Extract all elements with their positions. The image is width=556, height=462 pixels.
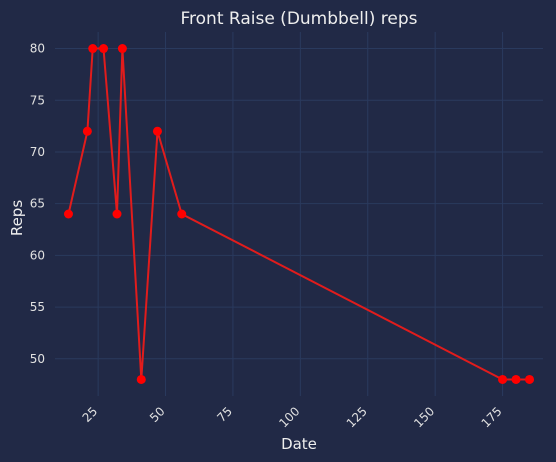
- data-point: [83, 127, 92, 136]
- data-point: [177, 210, 186, 219]
- data-point: [64, 210, 73, 219]
- data-point: [498, 375, 507, 384]
- data-point: [137, 375, 146, 384]
- x-tick-label: 100: [276, 404, 302, 430]
- x-tick-label: 50: [147, 404, 168, 425]
- y-tick-label: 75: [30, 93, 45, 107]
- x-tick-label: 125: [344, 404, 370, 430]
- x-axis-ticks: 25 50 75 100 125 150 175: [80, 404, 505, 430]
- data-points: [64, 44, 534, 384]
- series-line: [69, 49, 530, 380]
- x-tick-label: 175: [479, 404, 505, 430]
- y-axis-ticks: 50 55 60 65 70 75 80: [30, 42, 45, 366]
- x-tick-label: 25: [80, 404, 101, 425]
- x-axis-label: Date: [281, 435, 317, 453]
- grid: [55, 32, 543, 396]
- y-tick-label: 70: [30, 145, 45, 159]
- y-axis-label: Reps: [8, 200, 26, 236]
- y-tick-label: 65: [30, 197, 45, 211]
- data-point: [99, 44, 108, 53]
- x-tick-label: 75: [214, 404, 235, 425]
- data-point: [113, 210, 122, 219]
- x-tick-label: 150: [411, 404, 437, 430]
- y-tick-label: 50: [30, 352, 45, 366]
- chart-title: Front Raise (Dumbbell) reps: [180, 9, 417, 29]
- data-point: [153, 127, 162, 136]
- y-tick-label: 60: [30, 248, 45, 262]
- y-tick-label: 80: [30, 42, 45, 56]
- y-tick-label: 55: [30, 300, 45, 314]
- data-point: [525, 375, 534, 384]
- data-point: [512, 375, 521, 384]
- data-point: [118, 44, 127, 53]
- data-point: [88, 44, 97, 53]
